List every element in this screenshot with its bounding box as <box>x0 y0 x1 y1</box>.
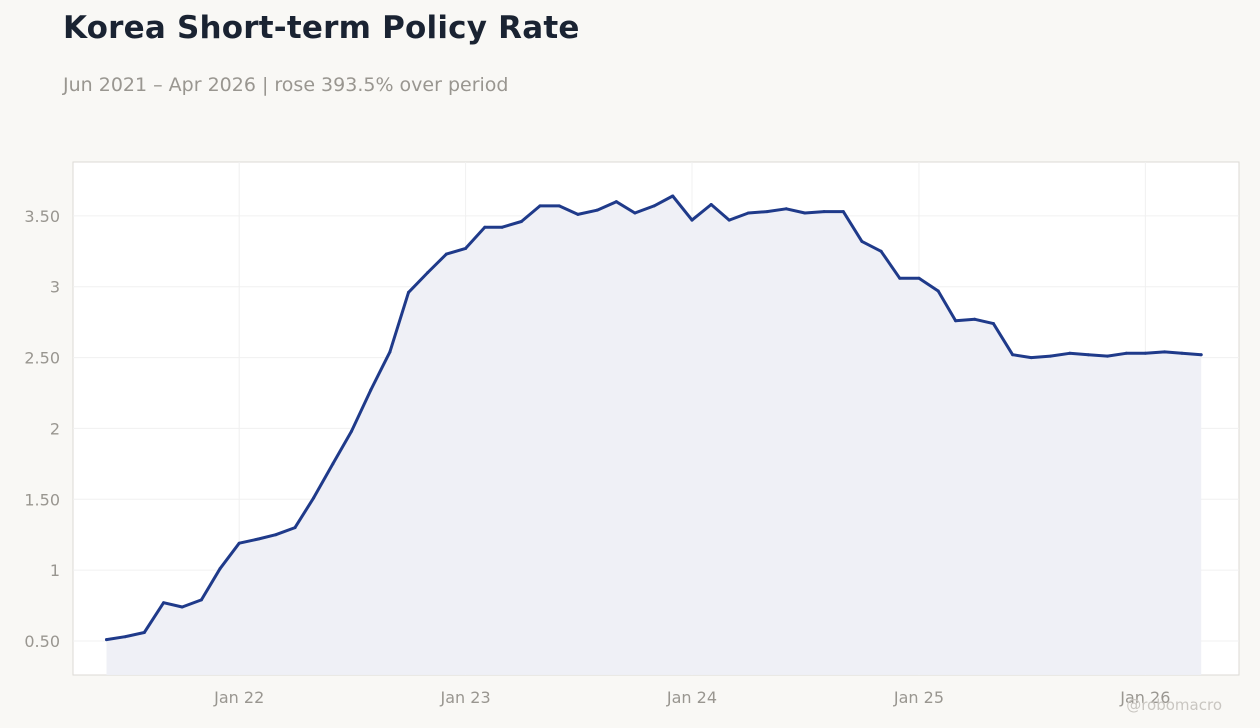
data-point <box>917 276 921 280</box>
data-point <box>349 429 353 433</box>
data-point <box>293 526 297 530</box>
data-point <box>709 203 713 207</box>
data-point <box>727 218 731 222</box>
data-point <box>954 319 958 323</box>
data-point <box>199 598 203 602</box>
data-point <box>879 249 883 253</box>
data-points <box>104 194 1203 642</box>
data-point <box>822 210 826 214</box>
data-point <box>765 210 769 214</box>
watermark: @robomacro <box>1126 696 1222 714</box>
data-point <box>407 290 411 294</box>
data-point <box>142 630 146 634</box>
x-tick-label: Jan 24 <box>666 688 717 707</box>
data-point <box>218 567 222 571</box>
x-tick-label: Jan 23 <box>440 688 491 707</box>
data-point <box>936 289 940 293</box>
data-point <box>1124 351 1128 355</box>
x-axis-ticks: Jan 22 Jan 23 Jan 24 Jan 25 Jan 26 <box>213 688 1170 707</box>
data-point <box>595 208 599 212</box>
data-point <box>369 388 373 392</box>
data-point <box>1029 356 1033 360</box>
data-point <box>1199 353 1203 357</box>
data-point <box>652 204 656 208</box>
data-point <box>162 601 166 605</box>
x-tick-label: Jan 25 <box>893 688 944 707</box>
x-tick-label: Jan 26 <box>1119 688 1170 707</box>
data-point <box>746 211 750 215</box>
y-tick-label: 0.50 <box>24 632 60 651</box>
y-tick-label: 3 <box>50 278 60 297</box>
data-point <box>1048 354 1052 358</box>
data-point <box>464 246 468 250</box>
y-axis-ticks: 0.50 1 1.50 2 2.50 3 3.50 <box>24 207 60 651</box>
data-point <box>1143 351 1147 355</box>
data-point <box>123 635 127 639</box>
data-point <box>690 218 694 222</box>
y-tick-label: 3.50 <box>24 207 60 226</box>
data-point <box>576 212 580 216</box>
x-tick-label: Jan 22 <box>213 688 264 707</box>
data-point <box>538 204 542 208</box>
data-point <box>784 207 788 211</box>
chart-title: Korea Short-term Policy Rate <box>63 10 580 46</box>
data-point <box>633 211 637 215</box>
y-tick-label: 2 <box>50 419 60 438</box>
data-point <box>256 537 260 541</box>
data-point <box>973 317 977 321</box>
rate-area-fill <box>106 196 1202 675</box>
chart-subtitle: Jun 2021 – Apr 2026 | rose 393.5% over p… <box>63 74 509 96</box>
data-point <box>519 220 523 224</box>
data-point <box>500 225 504 229</box>
data-point <box>803 211 807 215</box>
data-point <box>237 541 241 545</box>
data-point <box>671 194 675 198</box>
data-point <box>331 462 335 466</box>
data-point <box>1086 353 1090 357</box>
data-point <box>180 605 184 609</box>
data-point <box>426 271 430 275</box>
y-tick-label: 1 <box>50 561 60 580</box>
data-point <box>1180 351 1184 355</box>
data-point <box>312 496 316 500</box>
data-point <box>274 533 278 537</box>
data-point <box>1163 350 1167 354</box>
data-point <box>991 322 995 326</box>
data-point <box>860 239 864 243</box>
data-point <box>388 350 392 354</box>
data-point <box>898 276 902 280</box>
y-tick-label: 2.50 <box>24 349 60 368</box>
data-point <box>444 252 448 256</box>
data-point <box>1068 351 1072 355</box>
data-point <box>483 225 487 229</box>
y-tick-label: 1.50 <box>24 490 60 509</box>
data-point <box>1106 354 1110 358</box>
data-point <box>1011 353 1015 357</box>
data-point <box>841 210 845 214</box>
data-point <box>614 200 618 204</box>
data-point <box>104 638 108 642</box>
data-point <box>557 204 561 208</box>
